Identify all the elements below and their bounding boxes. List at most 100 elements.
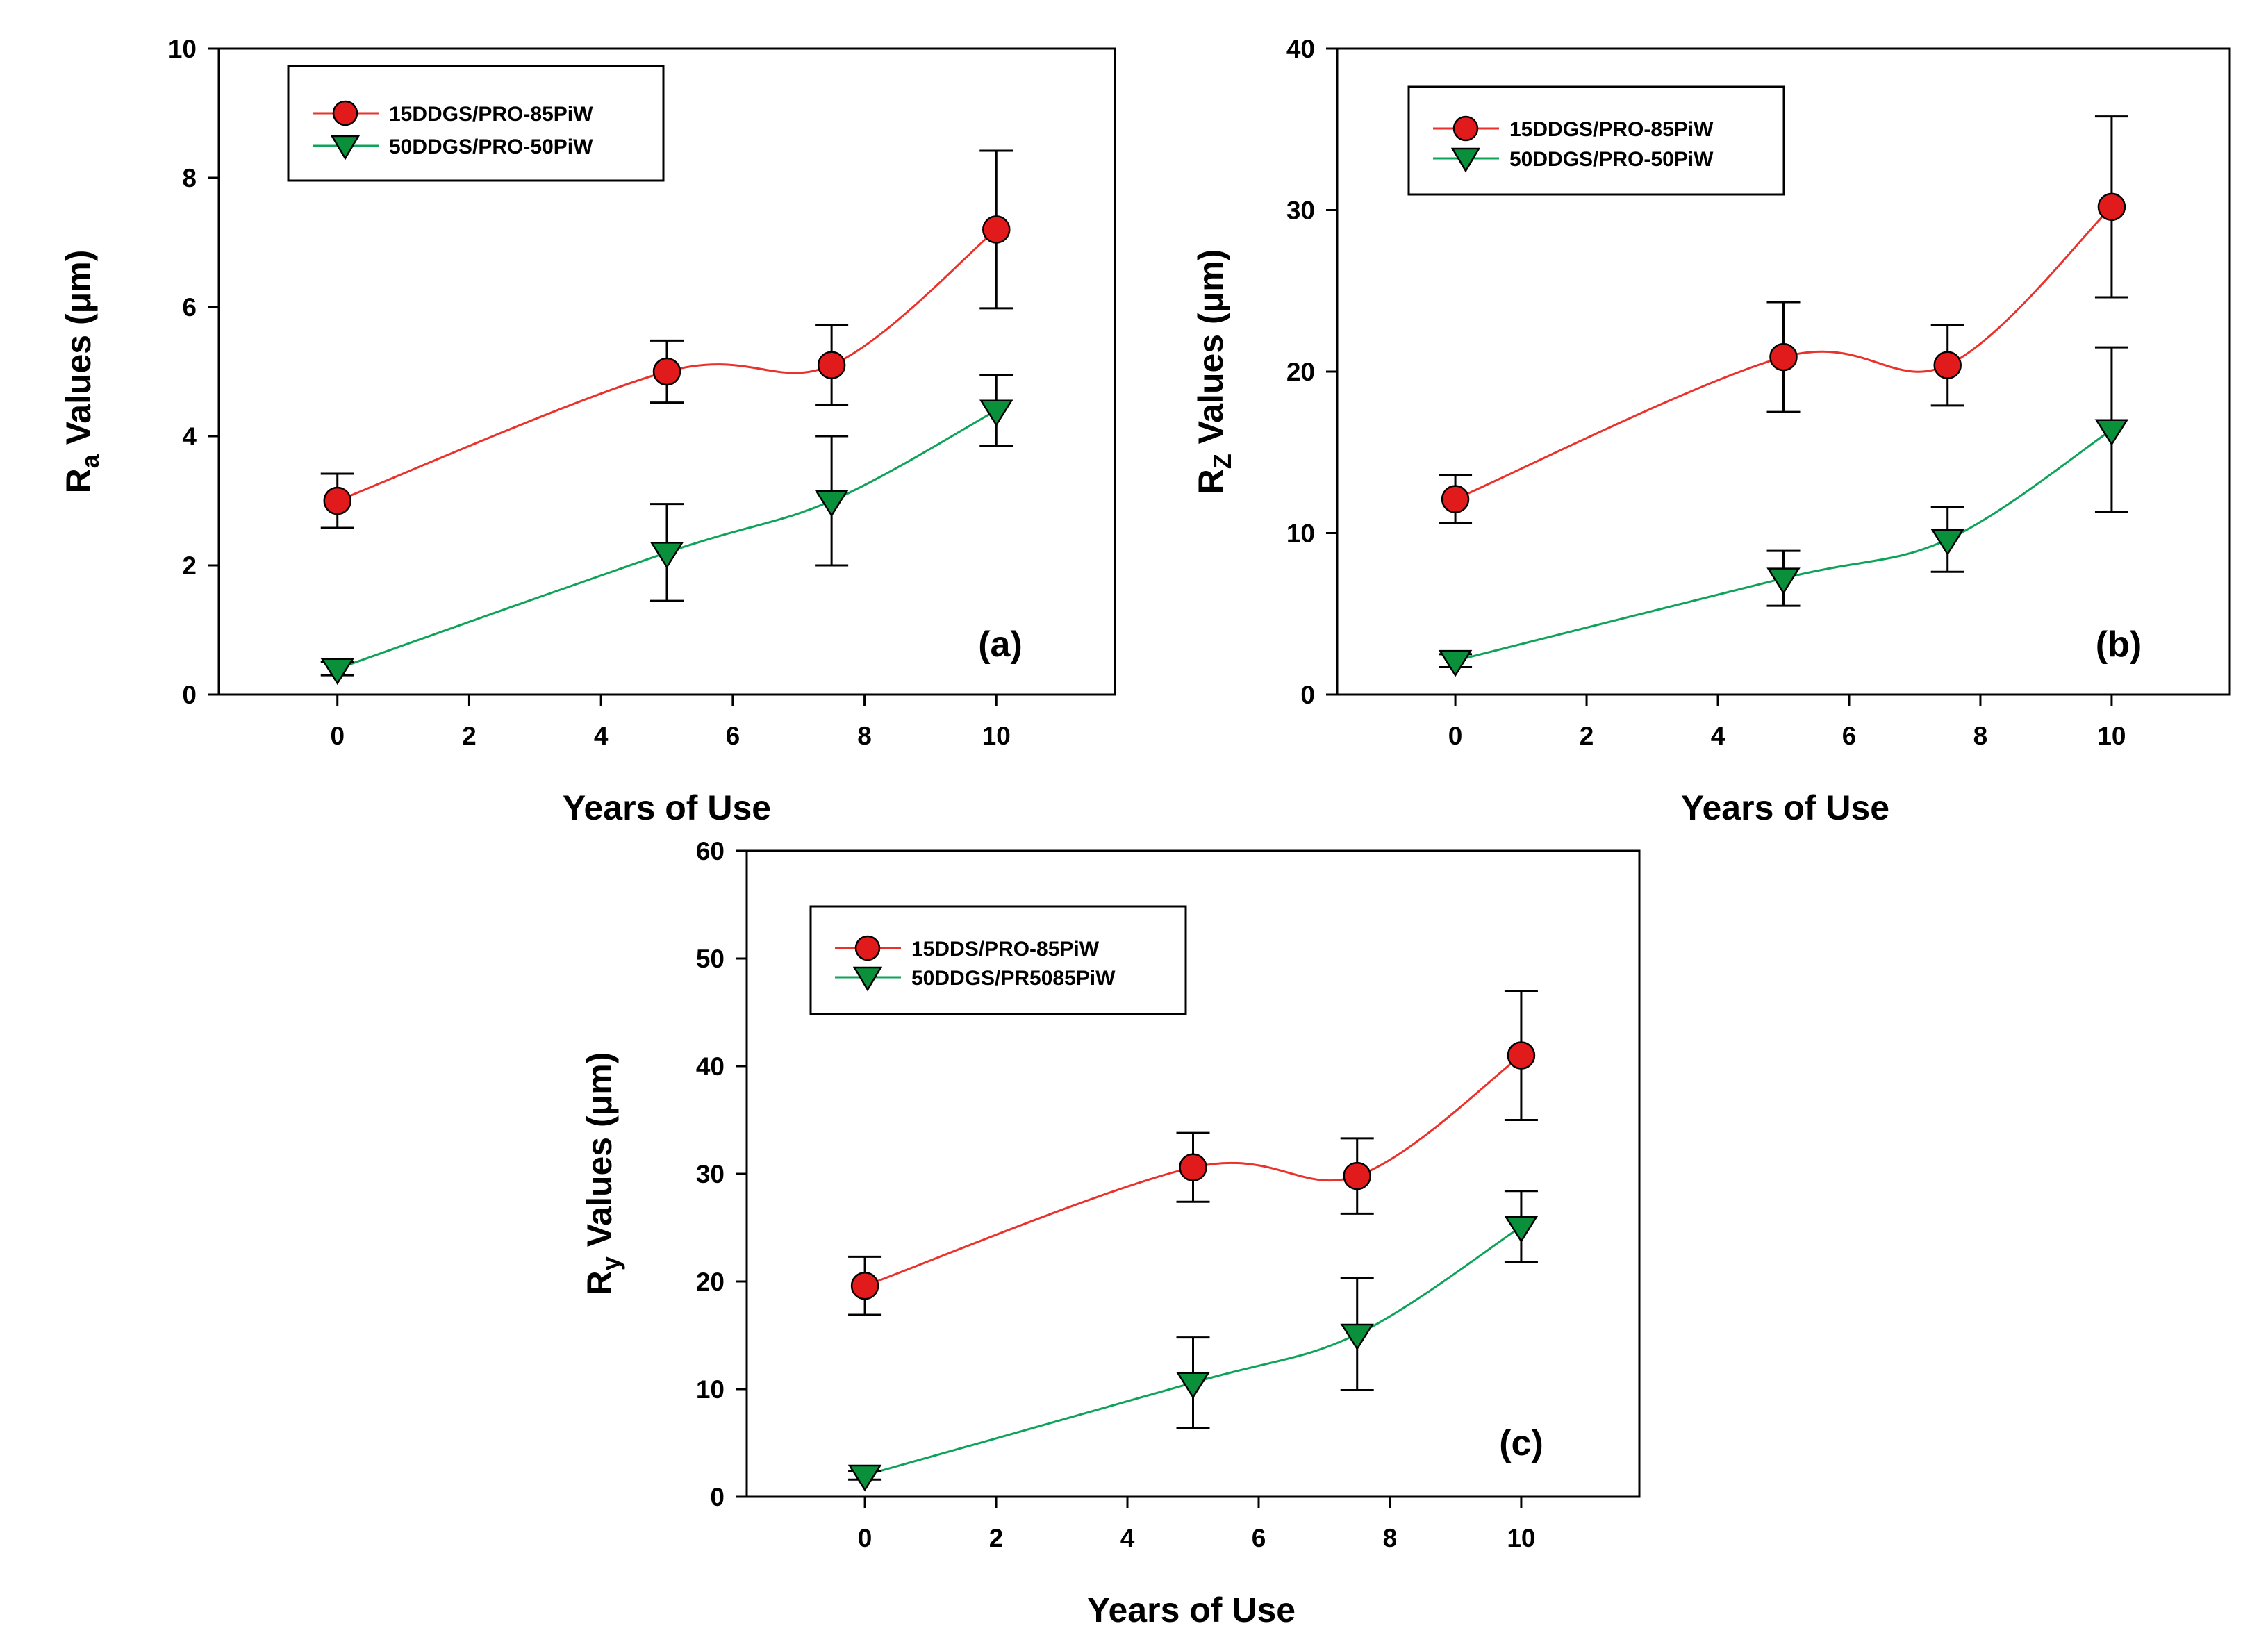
legend-marker-2 [330,135,361,160]
series-line [337,409,997,670]
y-tick-label: 10 [168,35,197,63]
panel-a: 0 2 4 6 8 10 0 2 4 6 8 10 (a) Years of Use Ra Value… [59,35,1116,827]
legend-label-2: 50DDGS/PRO-50PiW [389,135,593,158]
x-tick-label: 10 [2097,722,2126,750]
y-tick-label: 40 [696,1052,725,1081]
y-tick-label: 8 [182,164,197,192]
y-axis-title: Ra Values (μm) [59,250,104,494]
data-point [1176,1372,1210,1400]
y-tick-label: 30 [696,1160,725,1188]
y-axis-title: Ry Values (μm) [580,1052,625,1296]
x-tick-label: 6 [1842,722,1857,750]
y-tick-label: 6 [182,293,197,322]
data-point [649,542,684,569]
legend: 15DDS/PRO-85PiW 50DDGS/PR5085PiW [809,905,1187,1015]
ticks: 0 2 4 6 8 10 0 10 20 30 40 [1286,35,2126,750]
legend: 15DDGS/PRO-85PiW 50DDGS/PRO-50PiW [1407,85,1785,196]
data-point [2097,192,2126,222]
y-tick-label: 40 [1286,35,1315,63]
x-tick-label: 4 [594,722,609,750]
data-point [847,1464,882,1492]
y-tick-label: 10 [1286,520,1315,548]
data-point [1933,351,1962,379]
x-tick-label: 10 [982,722,1011,750]
x-tick-label: 6 [726,722,740,750]
series-layer [1438,115,2129,677]
data-point [979,399,1013,427]
y-axis-title-rest: Values (μm) [1191,249,1230,454]
y-tick-label: 4 [182,422,197,451]
y-tick-label: 2 [182,551,197,580]
legend-marker-1 [332,100,358,126]
ticks: 0 2 4 6 8 10 0 2 4 6 8 10 [168,35,1011,750]
data-point [817,351,846,379]
x-tick-label: 0 [330,722,345,750]
data-point [1766,567,1801,595]
data-point [1179,1153,1207,1181]
y-tick-label: 60 [696,837,725,865]
data-point [814,490,849,517]
legend-marker-1 [854,935,881,961]
series-1 [320,149,1013,529]
y-axis-title-sub: y [597,1256,625,1270]
y-tick-label: 0 [1300,681,1315,709]
data-point [1504,1216,1539,1243]
data-point [1343,1161,1371,1190]
y-tick-label: 0 [182,681,197,709]
legend-label-1: 15DDGS/PRO-85PiW [389,103,593,126]
legend-label-1: 15DDS/PRO-85PiW [911,938,1100,961]
legend-marker-2 [1450,147,1481,173]
x-tick-label: 8 [857,722,872,750]
data-point [1438,649,1473,677]
data-point [320,658,354,686]
x-tick-label: 0 [858,1524,872,1552]
panel-label: (b) [2096,624,2142,665]
series-line [337,229,998,502]
data-point [1441,485,1470,513]
data-point [323,486,351,515]
x-tick-label: 0 [1448,722,1463,750]
x-tick-label: 4 [1711,722,1725,750]
y-axis-title-main: R [580,1270,619,1295]
panel-label: (c) [1499,1423,1543,1463]
series-1 [848,990,1538,1316]
data-point [1340,1323,1374,1351]
legend-label-2: 50DDGS/PRO-50PiW [1509,148,1714,171]
series-line [1455,206,2112,501]
data-point [850,1271,879,1300]
data-point [652,357,681,386]
series-2 [1438,346,2129,677]
legend-box [1407,85,1785,196]
y-tick-label: 0 [710,1483,725,1511]
x-tick-label: 6 [1252,1524,1266,1552]
x-tick-label: 10 [1507,1524,1535,1552]
y-axis-title: RZ Values (μm) [1191,249,1236,495]
series-1 [1439,115,2128,525]
y-tick-label: 30 [1286,197,1315,225]
data-point [1507,1041,1536,1070]
x-axis-title: Years of Use [1087,1591,1296,1629]
legend-marker-2 [852,966,883,992]
legend-label-1: 15DDGS/PRO-85PiW [1509,118,1714,141]
series-line [864,1054,1522,1287]
x-tick-label: 2 [1580,722,1594,750]
legend-marker-1 [1452,115,1479,142]
series-line [1455,429,2112,662]
y-tick-label: 20 [696,1268,725,1296]
data-point [1769,342,1798,372]
series-2 [847,1190,1539,1492]
y-tick-label: 10 [696,1375,725,1404]
x-axis-title: Years of Use [563,788,771,827]
plot-frame [217,47,1116,696]
series-layer [847,990,1539,1492]
x-tick-label: 2 [989,1524,1004,1552]
y-axis-title-main: R [1191,469,1230,494]
y-axis-title-rest: Values (μm) [580,1052,619,1257]
y-axis-title-sub: Z [1208,454,1236,469]
x-tick-label: 2 [462,722,477,750]
legend: 15DDGS/PRO-85PiW 50DDGS/PRO-50PiW [287,65,665,182]
panel-label: (a) [978,624,1023,665]
panel-c: 0 2 4 6 8 10 0 10 20 30 40 50 60 (c) Years of Use Ry… [580,837,1641,1629]
y-axis-title-main: R [59,468,98,493]
